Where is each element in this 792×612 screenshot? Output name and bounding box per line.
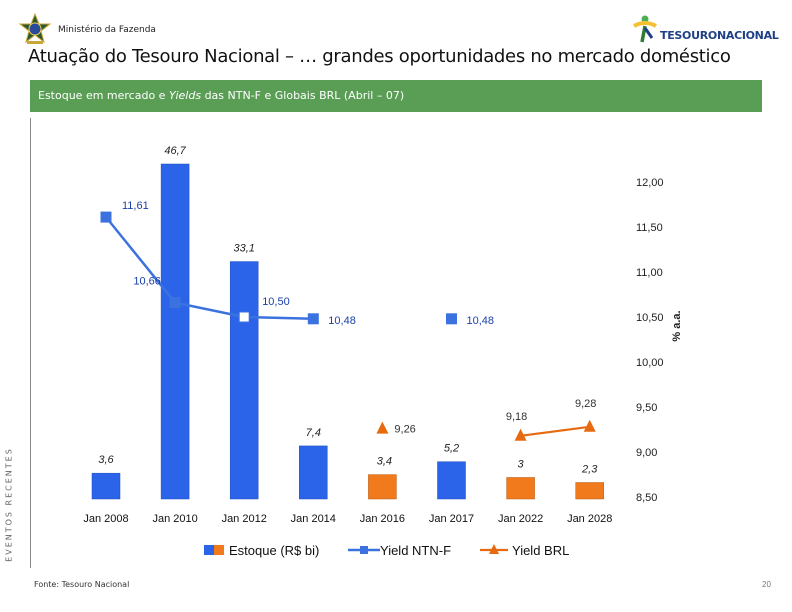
bar-5: [368, 474, 397, 500]
bar-1: [91, 472, 121, 500]
tesouro-nacional-logo: TESOURONACIONAL: [632, 14, 779, 44]
right-axis-tick-8: 8,50: [636, 492, 657, 504]
category-label-3: Jan 2012: [222, 513, 267, 525]
category-label-4: Jan 2014: [291, 513, 336, 525]
brl-value-label-2: 9,18: [506, 411, 527, 423]
bar-2: [160, 163, 190, 500]
category-axis: Jan 2008 Jan 2010 Jan 2012 Jan 2014 Jan 2016…: [83, 513, 612, 525]
ntnf-value-label-3: 10,50: [262, 296, 290, 308]
brl-yield-line: [520, 425, 590, 437]
ntnf-value-label-2: 10,66: [133, 276, 161, 288]
bar-7: [506, 477, 535, 500]
bar-value-label-3: 33,1: [233, 243, 254, 255]
subtitle-suffix: das NTN-F e Globais BRL (Abril – 07): [201, 89, 405, 102]
bar-value-label-7: 3: [518, 458, 525, 470]
bar-value-label-1: 3,6: [98, 454, 114, 466]
bar-4: [299, 445, 328, 500]
category-label-7: Jan 2022: [498, 513, 543, 525]
ntnf-point-2: [169, 297, 181, 309]
ntnf-point-5: [446, 313, 457, 325]
brl-value-label-3: 9,28: [575, 398, 596, 410]
right-axis-tick-2: 11,50: [636, 222, 663, 234]
right-axis-title: % a.a.: [671, 310, 683, 341]
legend-label-stock: Estoque (R$ bi): [229, 543, 319, 558]
bar-value-label-5: 3,4: [377, 456, 392, 468]
tesouro-logo-icon: [633, 15, 657, 43]
category-label-6: Jan 2017: [429, 513, 474, 525]
ntnf-value-label-4: 10,48: [328, 315, 356, 327]
ntnf-value-label-5: 10,48: [467, 315, 495, 327]
subtitle-prefix: Estoque em mercado e: [38, 89, 169, 102]
legend-swatch-blue: [204, 545, 214, 555]
ntnf-point-1: [100, 211, 112, 223]
ntnf-value-label-1: 11,61: [122, 200, 149, 212]
bar-value-label-6: 5,2: [444, 443, 459, 455]
right-axis-tick-7: 9,00: [636, 447, 657, 459]
legend: Estoque (R$ bi) Yield NTN-F Yield BRL: [204, 543, 569, 558]
right-axis-tick-6: 9,50: [636, 402, 657, 414]
left-divider: [30, 118, 31, 568]
category-label-2: Jan 2010: [152, 513, 197, 525]
brl-point-3: [583, 419, 596, 432]
brl-point-1: [376, 421, 389, 434]
bar-3: [229, 261, 259, 500]
brand-name: TESOURONACIONAL: [660, 29, 779, 42]
brl-point-2: [514, 428, 527, 441]
legend-marker-ntnf: [360, 546, 368, 554]
stock-bars: 3,6 46,7 33,1 7,4 3,4 5,2 3 2,3: [91, 145, 604, 500]
right-axis-tick-5: 10,00: [636, 357, 664, 369]
brl-value-label-1: 9,26: [394, 424, 415, 436]
coat-of-arms-icon: [18, 13, 52, 44]
chart-subtitle: Estoque em mercado e Yields das NTN-F e …: [38, 89, 404, 102]
ntnf-point-4: [307, 313, 319, 325]
legend-marker-brl: [489, 544, 499, 554]
ministry-header: Ministério da Fazenda: [18, 12, 156, 48]
bar-value-label-2: 46,7: [164, 145, 186, 157]
right-axis-tick-3: 11,00: [636, 267, 663, 279]
bar-6: [437, 461, 466, 500]
subtitle-italic: Yields: [168, 89, 202, 102]
legend-label-ntnf: Yield NTN-F: [380, 543, 451, 558]
right-axis: 12,00 11,50 11,00 10,50 10,00 9,50 9,00 8,50 % a…: [636, 177, 683, 504]
right-axis-tick-1: 12,00: [636, 177, 664, 189]
category-label-8: Jan 2028: [567, 513, 612, 525]
category-label-5: Jan 2016: [360, 513, 405, 525]
legend-label-brl: Yield BRL: [512, 543, 569, 558]
right-axis-tick-4: 10,50: [636, 312, 664, 324]
chart-subtitle-banner: Estoque em mercado e Yields das NTN-F e …: [30, 80, 762, 112]
ntnf-yield-line: [105, 216, 314, 321]
bar-value-label-8: 2,3: [581, 464, 598, 476]
bar-value-label-4: 7,4: [306, 427, 321, 439]
ntnf-point-3: [238, 311, 250, 323]
yield-lines: 11,61 10,66 10,50 10,48 10,48 9,26 9,18 9,28: [100, 200, 596, 441]
ministry-name: Ministério da Fazenda: [58, 25, 156, 35]
page-title: Atuação do Tesouro Nacional – … grandes …: [28, 46, 731, 67]
page-number: 20: [762, 580, 771, 589]
category-label-1: Jan 2008: [83, 513, 128, 525]
legend-swatch-orange: [214, 545, 224, 555]
bar-8: [575, 482, 604, 500]
source-note: Fonte: Tesouro Nacional: [34, 580, 130, 589]
